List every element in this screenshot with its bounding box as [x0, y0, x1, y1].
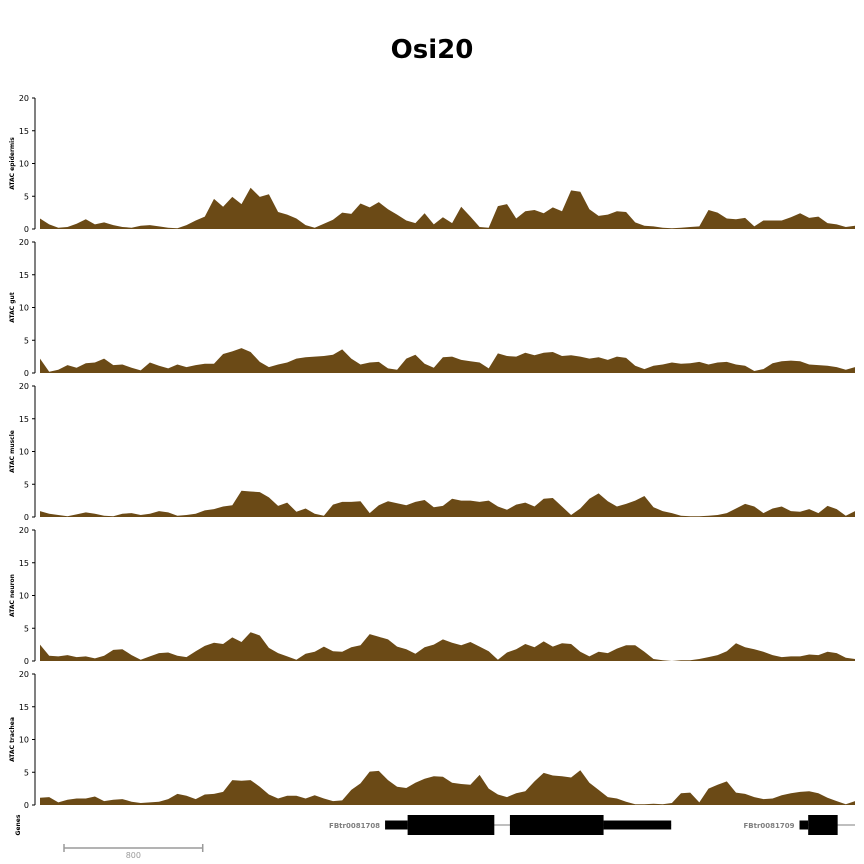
y-tick-label: 5 — [24, 480, 29, 489]
y-tick-label: 0 — [24, 513, 29, 522]
y-tick-label: 15 — [19, 703, 29, 712]
gene-0: FBtr0081708 — [329, 815, 672, 835]
y-tick-label: 0 — [24, 657, 29, 666]
chart-title: Osi20 — [391, 35, 474, 65]
genes-track: Genes FBtr0081708 FBtr0081709 — [15, 814, 855, 835]
scale-bar: 800 — [63, 844, 204, 860]
coverage-area — [40, 490, 855, 517]
y-tick-label: 15 — [19, 271, 29, 280]
y-tick-label: 0 — [24, 801, 29, 810]
genes-track-label: Genes — [15, 814, 22, 835]
coverage-area — [40, 770, 855, 805]
y-tick-label: 5 — [24, 192, 29, 201]
gene-name-label: FBtr0081709 — [743, 822, 794, 830]
y-tick-label: 20 — [19, 238, 29, 247]
y-tick-label: 10 — [19, 304, 29, 313]
y-tick-label: 20 — [19, 670, 29, 679]
y-tick-label: 10 — [19, 736, 29, 745]
y-tick-label: 15 — [19, 415, 29, 424]
track-2: 0 5 10 15 20 ATAC muscle — [9, 382, 855, 522]
y-tick-label: 5 — [24, 336, 29, 345]
gene-exon — [385, 820, 408, 830]
track-label: ATAC trachea — [9, 717, 16, 762]
coverage-area — [40, 187, 855, 229]
y-tick-label: 10 — [19, 448, 29, 457]
gene-exon — [509, 815, 604, 835]
y-tick-label: 5 — [24, 768, 29, 777]
gene-exon — [407, 815, 495, 835]
gene-exon — [799, 820, 809, 830]
gene-exon — [808, 815, 838, 835]
y-tick-label: 10 — [19, 160, 29, 169]
gene-1: FBtr0081709 — [743, 815, 855, 835]
track-label: ATAC epidermis — [9, 137, 16, 190]
coverage-area — [40, 348, 855, 373]
track-0: 0 5 10 15 20 ATAC epidermis — [9, 94, 855, 234]
y-tick-label: 15 — [19, 559, 29, 568]
track-label: ATAC muscle — [9, 430, 16, 473]
y-tick-label: 20 — [19, 526, 29, 535]
y-tick-label: 0 — [24, 225, 29, 234]
track-label: ATAC gut — [9, 292, 16, 323]
scale-bar-label: 800 — [126, 851, 141, 860]
track-4: 0 5 10 15 20 ATAC trachea — [9, 670, 855, 810]
y-tick-label: 20 — [19, 94, 29, 103]
track-1: 0 5 10 15 20 ATAC gut — [9, 238, 855, 378]
gene-exon — [603, 820, 672, 830]
gene-name-label: FBtr0081708 — [329, 822, 380, 830]
track-3: 0 5 10 15 20 ATAC neuron — [9, 526, 855, 666]
y-tick-label: 20 — [19, 382, 29, 391]
y-tick-label: 15 — [19, 127, 29, 136]
track-label: ATAC neuron — [9, 574, 16, 617]
coverage-area — [40, 632, 855, 661]
y-tick-label: 10 — [19, 592, 29, 601]
y-tick-label: 0 — [24, 369, 29, 378]
tracks-group: 0 5 10 15 20 ATAC epidermis 0 5 10 15 20 ATAC gut 0 5… — [9, 94, 855, 810]
y-tick-label: 5 — [24, 624, 29, 633]
